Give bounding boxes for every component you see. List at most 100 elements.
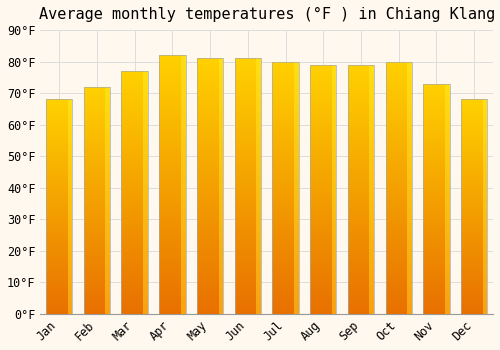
Bar [461,125,487,127]
Bar [370,179,374,182]
Bar [234,306,261,309]
Bar [197,171,224,173]
Bar [348,82,374,85]
Bar [482,228,488,230]
Bar [84,298,110,300]
Bar [461,299,487,301]
Bar [143,226,148,229]
Bar [218,212,224,214]
Bar [332,167,336,169]
Bar [310,306,336,309]
Bar [256,209,261,212]
Bar [106,287,110,289]
Bar [181,298,186,301]
Bar [407,271,412,273]
Bar [332,77,336,80]
Bar [256,130,261,133]
Bar [332,130,336,132]
Bar [159,247,186,249]
Bar [272,251,299,253]
Bar [46,310,72,312]
Bar [46,243,72,245]
Bar [106,107,110,110]
Bar [370,292,374,294]
Bar [218,74,224,76]
Bar [68,149,72,151]
Bar [310,214,336,217]
Bar [197,189,224,191]
Bar [46,192,72,194]
Bar [294,112,299,114]
Bar [218,89,224,92]
Bar [482,297,488,299]
Bar [122,78,148,81]
Bar [482,162,488,164]
Bar [332,309,336,312]
Bar [181,311,186,314]
Bar [424,141,450,144]
Bar [234,84,261,86]
Bar [332,294,336,296]
Bar [461,142,487,145]
Bar [332,197,336,199]
Bar [143,95,148,98]
Bar [159,130,186,133]
Bar [197,296,224,299]
Bar [122,248,148,251]
Bar [197,120,224,122]
Bar [424,268,450,270]
Bar [348,214,374,217]
Bar [370,289,374,292]
Bar [370,177,374,179]
Bar [256,263,261,265]
Bar [234,130,261,133]
Bar [482,215,488,217]
Bar [370,97,374,100]
Bar [272,137,299,140]
Bar [143,178,148,180]
Bar [68,254,72,256]
Bar [218,135,224,138]
Bar [234,186,261,189]
Bar [272,180,299,183]
Bar [445,91,450,93]
Bar [294,188,299,190]
Bar [294,117,299,120]
Bar [159,125,186,128]
Bar [386,261,412,264]
Bar [424,134,450,136]
Bar [424,153,450,155]
Bar [256,74,261,76]
Bar [445,98,450,100]
Bar [445,160,450,162]
Bar [294,248,299,251]
Bar [348,179,374,182]
Bar [424,247,450,250]
Bar [218,253,224,255]
Bar [159,68,186,71]
Bar [424,167,450,169]
Bar [332,241,336,244]
Bar [234,104,261,107]
Bar [424,309,450,312]
Bar [482,247,488,250]
Bar [197,102,224,104]
Bar [445,245,450,247]
Bar [234,245,261,247]
Bar [445,180,450,183]
Bar [122,244,148,246]
Bar [445,279,450,282]
Bar [386,193,412,195]
Bar [461,301,487,303]
Bar [461,149,487,151]
Bar [482,108,488,110]
Bar [482,290,488,293]
Bar [143,154,148,156]
Bar [332,187,336,189]
Bar [386,77,412,79]
Bar [461,222,487,224]
Bar [181,262,186,265]
Bar [122,304,148,307]
Bar [159,216,186,218]
Bar [46,234,72,237]
